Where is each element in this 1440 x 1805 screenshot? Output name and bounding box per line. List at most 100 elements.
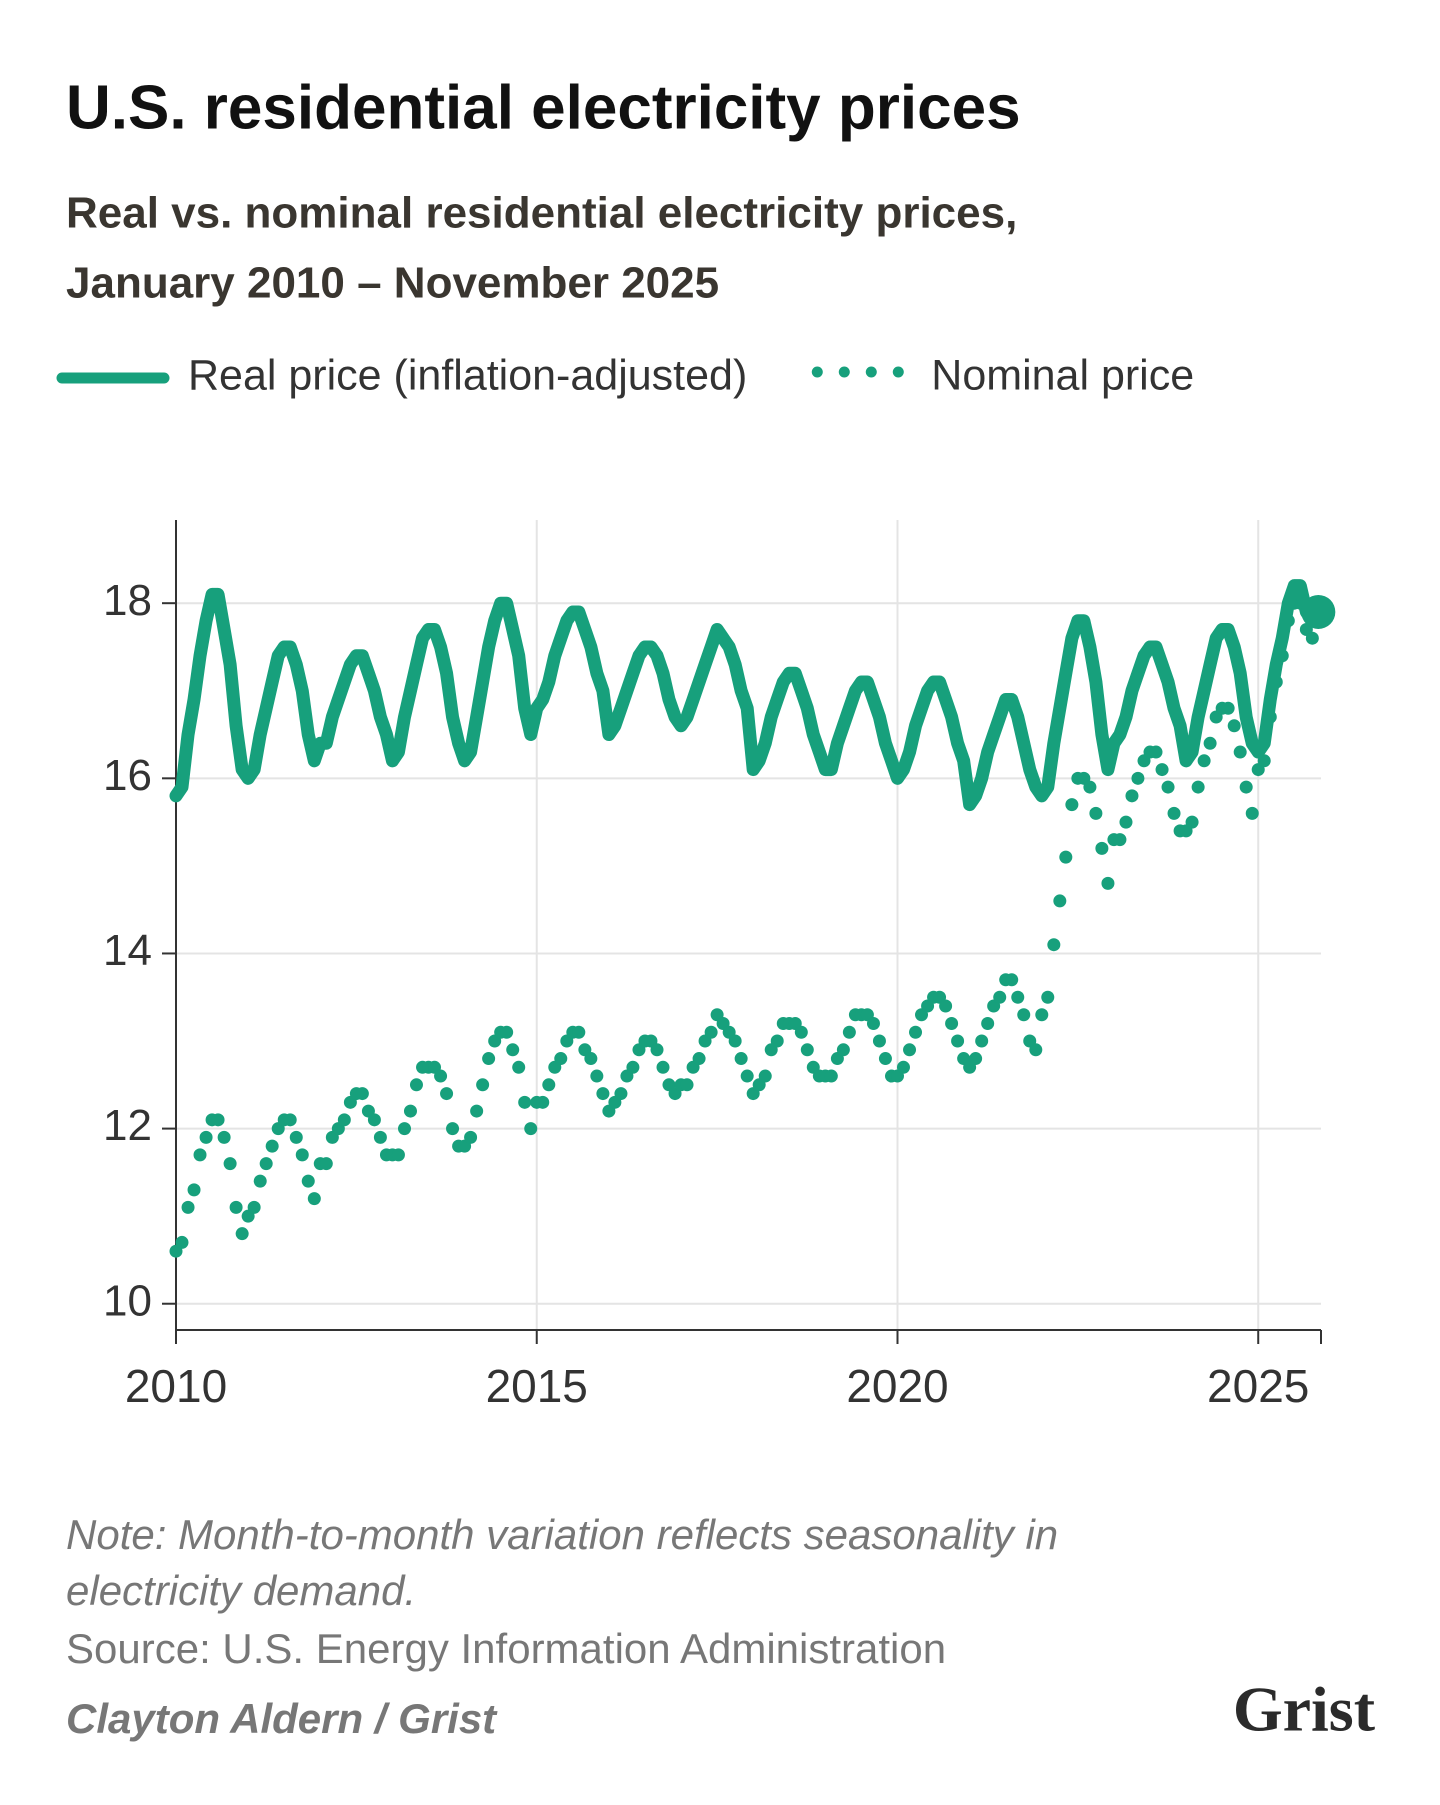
nominal-point <box>295 1148 309 1162</box>
nominal-point <box>289 1130 303 1144</box>
nominal-point <box>872 1034 886 1048</box>
nominal-point <box>1131 771 1145 785</box>
nominal-point <box>1035 1008 1049 1022</box>
nominal-point <box>265 1139 279 1153</box>
nominal-point <box>614 1087 628 1101</box>
nominal-point <box>181 1200 195 1214</box>
nominal-point <box>1119 815 1133 829</box>
legend-swatch <box>811 366 823 378</box>
nominal-point <box>680 1078 694 1092</box>
nominal-point <box>1005 973 1019 987</box>
nominal-point <box>1113 833 1127 847</box>
nominal-point <box>337 1113 351 1127</box>
nominal-point <box>939 999 953 1013</box>
nominal-point <box>229 1200 243 1214</box>
nominal-point <box>1041 990 1055 1004</box>
legend-swatch <box>838 366 850 378</box>
nominal-point <box>464 1130 478 1144</box>
y-tick-label: 12 <box>103 1101 152 1150</box>
nominal-point <box>903 1043 917 1057</box>
nominal-point <box>518 1095 532 1109</box>
nominal-point <box>319 1157 333 1171</box>
nominal-point <box>434 1069 448 1083</box>
nominal-point <box>770 1034 784 1048</box>
nominal-point <box>734 1052 748 1066</box>
nominal-point <box>217 1130 231 1144</box>
y-tick-label: 16 <box>103 751 152 800</box>
nominal-point <box>554 1052 568 1066</box>
nominal-point <box>500 1025 514 1039</box>
nominal-point <box>1101 876 1115 890</box>
nominal-point <box>259 1157 273 1171</box>
nominal-point <box>704 1025 718 1039</box>
nominal-point <box>1305 631 1319 645</box>
nominal-point <box>367 1113 381 1127</box>
nominal-point <box>740 1069 754 1083</box>
nominal-point <box>1161 780 1175 794</box>
chart-subtitle: January 2010 – November 2025 <box>66 259 719 308</box>
nominal-point <box>397 1122 411 1136</box>
note: electricity demand. <box>66 1567 416 1614</box>
nominal-point <box>253 1174 267 1188</box>
nominal-point <box>391 1148 405 1162</box>
credit: Clayton Aldern / Grist <box>66 1695 498 1742</box>
note: Note: Month-to-month variation reflects … <box>66 1511 1058 1558</box>
nominal-point <box>199 1130 213 1144</box>
nominal-point <box>909 1025 923 1039</box>
nominal-point <box>981 1017 995 1031</box>
nominal-point <box>512 1060 526 1074</box>
nominal-point <box>584 1052 598 1066</box>
nominal-point <box>1227 719 1241 733</box>
nominal-point <box>1059 850 1073 864</box>
nominal-point <box>1191 780 1205 794</box>
nominal-point <box>1203 736 1217 750</box>
real-line <box>169 579 1325 812</box>
nominal-point <box>824 1069 838 1083</box>
chart-title: U.S. residential electricity prices <box>66 73 1021 142</box>
nominal-point <box>596 1087 610 1101</box>
nominal-point <box>1065 798 1079 812</box>
chart-subtitle: Real vs. nominal residential electricity… <box>66 189 1017 238</box>
nominal-point <box>355 1087 369 1101</box>
nominal-point <box>866 1017 880 1031</box>
nominal-point <box>842 1025 856 1039</box>
nominal-point <box>758 1069 772 1083</box>
nominal-point <box>1245 806 1259 820</box>
legend-swatch <box>865 366 877 378</box>
y-tick-label: 14 <box>103 926 152 975</box>
nominal-point <box>1083 780 1097 794</box>
legend-label: Real price (inflation-adjusted) <box>188 351 747 399</box>
nominal-point <box>896 1060 910 1074</box>
y-tick-label: 18 <box>103 576 152 625</box>
nominal-point <box>283 1113 297 1127</box>
nominal-point <box>301 1174 315 1188</box>
nominal-point <box>1149 745 1163 759</box>
x-tick-label: 2010 <box>125 1360 227 1412</box>
nominal-point <box>656 1060 670 1074</box>
nominal-point <box>235 1227 249 1241</box>
nominal-point <box>536 1095 550 1109</box>
nominal-point <box>247 1200 261 1214</box>
x-tick-label: 2015 <box>486 1360 588 1412</box>
legend-label: Nominal price <box>931 351 1194 399</box>
nominal-point <box>878 1052 892 1066</box>
nominal-point <box>975 1034 989 1048</box>
nominal-point <box>1233 745 1247 759</box>
nominal-point <box>1053 894 1067 908</box>
nominal-point <box>945 1017 959 1031</box>
nominal-point <box>470 1104 484 1118</box>
nominal-point <box>951 1034 965 1048</box>
nominal-point <box>1029 1043 1043 1057</box>
nominal-point <box>193 1148 207 1162</box>
nominal-point <box>590 1069 604 1083</box>
nominal-point <box>175 1235 189 1249</box>
legend-swatch <box>892 366 904 378</box>
nominal-point <box>728 1034 742 1048</box>
source: Source: U.S. Energy Information Administ… <box>66 1625 946 1672</box>
nominal-point <box>794 1025 808 1039</box>
nominal-point <box>1221 701 1235 715</box>
nominal-point <box>446 1122 460 1136</box>
nominal-point <box>1167 806 1181 820</box>
nominal-point <box>542 1078 556 1092</box>
